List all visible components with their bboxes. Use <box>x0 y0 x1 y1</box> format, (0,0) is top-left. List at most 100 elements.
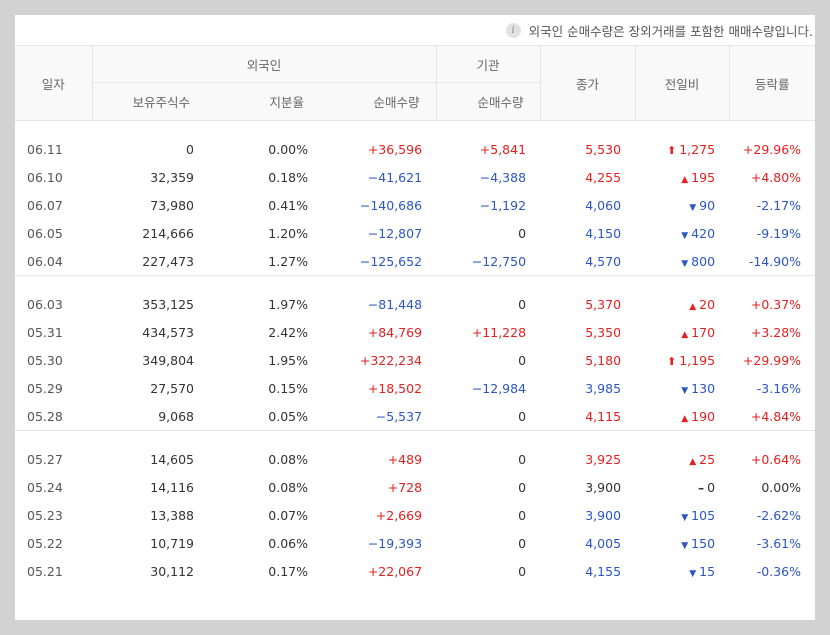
cell-date: 05.24 <box>27 479 63 495</box>
header-holdings: 보유주식수 <box>91 82 208 121</box>
cell-date: 06.03 <box>27 296 63 312</box>
triangle-down-icon: ▼ <box>689 202 697 213</box>
table-row: 05.23 13,388 0.07% +2,669 0 3,900 ▼ 105 -2.62% <box>15 501 815 529</box>
cell-inst-net: 0 <box>518 479 527 495</box>
table-row: 05.27 14,605 0.08% +489 0 3,925 ▲ 25 +0.64% <box>15 445 815 473</box>
cell-foreign-net: +22,067 <box>367 563 423 579</box>
group-divider <box>15 430 815 445</box>
cell-ratio: 0.06% <box>268 535 308 551</box>
cell-inst-net: 0 <box>518 451 527 467</box>
cell-inst-net: 0 <box>518 408 527 424</box>
triangle-down-icon: ▼ <box>689 568 697 579</box>
cell-foreign-net: −125,652 <box>359 253 423 269</box>
triangle-down-icon: ▼ <box>681 540 689 551</box>
cell-date: 06.04 <box>27 253 63 269</box>
cell-change: ▲ 25 <box>635 445 729 473</box>
cell-inst-net: 0 <box>518 296 527 312</box>
header-close: 종가 <box>539 45 636 121</box>
triangle-down-icon: ▼ <box>681 512 689 523</box>
change-value: 20 <box>699 296 716 312</box>
cell-holdings: 349,804 <box>142 352 194 368</box>
table-row: 05.28 9,068 0.05% −5,537 0 4,115 ▲ 190 +4.84% <box>15 402 815 431</box>
cell-change: ▼ 90 <box>635 191 729 219</box>
cell-holdings: 30,112 <box>150 563 194 579</box>
cell-holdings: 14,605 <box>150 451 194 467</box>
cell-rate: +4.84% <box>750 408 802 424</box>
cell-inst-net: −1,192 <box>479 197 527 213</box>
cell-close: 4,570 <box>585 253 622 269</box>
triangle-up-icon: ▲ <box>689 301 697 312</box>
table-row: 05.21 30,112 0.17% +22,067 0 4,155 ▼ 15 -0.36% <box>15 557 815 585</box>
notice-text: 외국인 순매수량은 장외거래를 포함한 매매수량입니다. <box>528 23 813 39</box>
cell-ratio: 1.20% <box>268 225 308 241</box>
cell-close: 3,900 <box>585 507 622 523</box>
limit-up-arrow-icon: ⬆ <box>667 354 677 368</box>
cell-ratio: 0.17% <box>268 563 308 579</box>
cell-holdings: 0 <box>186 141 194 157</box>
change-value: 105 <box>691 507 716 523</box>
cell-foreign-net: +2,669 <box>375 507 423 523</box>
cell-ratio: 0.05% <box>268 408 308 424</box>
triangle-down-icon: ▼ <box>681 258 689 269</box>
dash-icon: – <box>698 480 705 495</box>
cell-inst-net: +5,841 <box>479 141 527 157</box>
cell-holdings: 32,359 <box>150 169 194 185</box>
cell-holdings: 9,068 <box>158 408 194 424</box>
cell-rate: -2.62% <box>756 507 802 523</box>
limit-up-arrow-icon: ⬆ <box>667 143 677 157</box>
cell-date: 05.30 <box>27 352 63 368</box>
table-row: 06.07 73,980 0.41% −140,686 −1,192 4,060 ▼ 90 -2… <box>15 191 815 219</box>
group-divider <box>15 275 815 290</box>
table-spacer <box>15 121 815 136</box>
cell-ratio: 1.97% <box>268 296 308 312</box>
cell-foreign-net: +18,502 <box>367 380 423 396</box>
cell-change: ⬆ 1,275 <box>635 135 729 163</box>
cell-foreign-net: +489 <box>387 451 423 467</box>
cell-rate: +29.96% <box>742 141 802 157</box>
cell-rate: +4.80% <box>750 169 802 185</box>
cell-foreign-net: +36,596 <box>367 141 423 157</box>
cell-holdings: 13,388 <box>150 507 194 523</box>
cell-close: 4,115 <box>585 408 622 424</box>
cell-inst-net: 0 <box>518 535 527 551</box>
cell-foreign-net: −140,686 <box>359 197 423 213</box>
cell-date: 06.10 <box>27 169 63 185</box>
cell-change: ▲ 20 <box>635 290 729 318</box>
cell-rate: +3.28% <box>750 324 802 340</box>
cell-foreign-net: −19,393 <box>367 535 423 551</box>
cell-rate: -14.90% <box>748 253 802 269</box>
cell-close: 4,150 <box>585 225 622 241</box>
table-row: 05.29 27,570 0.15% +18,502 −12,984 3,985 ▼ 130 -… <box>15 374 815 402</box>
cell-change: ▼ 800 <box>635 247 729 276</box>
cell-rate: -0.36% <box>756 563 802 579</box>
change-value: 1,275 <box>679 141 716 157</box>
table-row: 05.31 434,573 2.42% +84,769 +11,228 5,350 ▲ 170… <box>15 318 815 346</box>
cell-date: 05.21 <box>27 563 63 579</box>
table-row: 06.03 353,125 1.97% −81,448 0 5,370 ▲ 20 +0.37% <box>15 290 815 318</box>
cell-rate: +29.99% <box>742 352 802 368</box>
cell-close: 4,155 <box>585 563 622 579</box>
cell-close: 3,900 <box>585 479 622 495</box>
cell-holdings: 14,116 <box>150 479 194 495</box>
info-icon[interactable]: i <box>505 22 521 38</box>
header-change: 전일비 <box>634 45 730 121</box>
cell-inst-net: 0 <box>518 225 527 241</box>
change-value: 0 <box>707 479 716 495</box>
cell-ratio: 0.08% <box>268 479 308 495</box>
cell-inst-net: −4,388 <box>479 169 527 185</box>
change-value: 150 <box>691 535 716 551</box>
triangle-up-icon: ▲ <box>689 456 697 467</box>
triangle-up-icon: ▲ <box>681 174 689 185</box>
header-rate: 등락률 <box>728 45 815 121</box>
table-row: 06.04 227,473 1.27% −125,652 −12,750 4,570 ▼ 80… <box>15 247 815 276</box>
cell-rate: 0.00% <box>761 479 802 495</box>
header-foreign: 외국인 <box>91 45 437 83</box>
cell-foreign-net: −41,621 <box>367 169 423 185</box>
cell-close: 4,060 <box>585 197 622 213</box>
cell-date: 06.07 <box>27 197 63 213</box>
header-date: 일자 <box>15 45 92 121</box>
cell-ratio: 0.41% <box>268 197 308 213</box>
cell-inst-net: 0 <box>518 352 527 368</box>
cell-rate: -9.19% <box>756 225 802 241</box>
triangle-down-icon: ▼ <box>681 385 689 396</box>
